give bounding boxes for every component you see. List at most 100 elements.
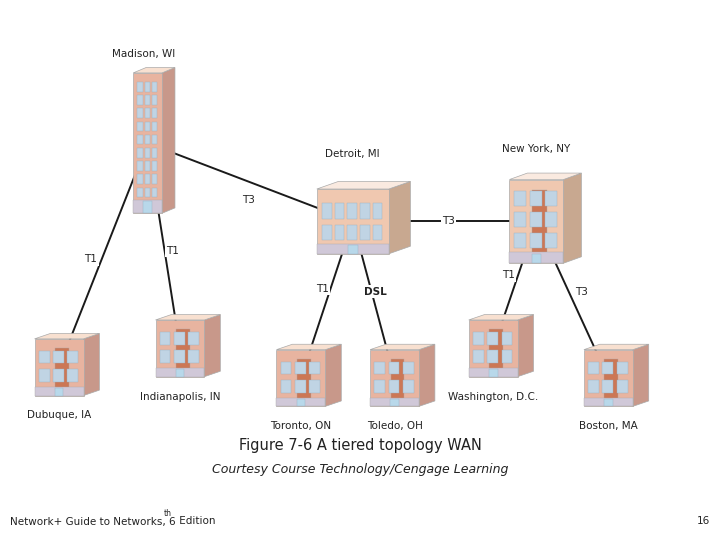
Bar (374, 380, 385, 393)
Bar (276, 397, 325, 406)
Text: Network+ Guide to Networks, 6: Network+ Guide to Networks, 6 (10, 516, 176, 526)
Bar (530, 191, 541, 206)
Bar (360, 203, 370, 219)
Bar (546, 191, 557, 206)
Bar (297, 359, 311, 403)
Text: Indianapolis, IN: Indianapolis, IN (140, 392, 220, 402)
Polygon shape (325, 345, 341, 406)
Bar (138, 122, 143, 131)
Polygon shape (35, 333, 99, 339)
Polygon shape (370, 345, 435, 350)
Bar (138, 109, 143, 118)
Bar (510, 179, 563, 263)
Bar (145, 82, 150, 91)
Bar (584, 350, 633, 406)
Polygon shape (633, 345, 649, 406)
Polygon shape (419, 345, 435, 406)
Text: T3: T3 (442, 217, 455, 226)
Bar (68, 351, 78, 363)
Bar (490, 329, 503, 373)
Polygon shape (563, 173, 582, 263)
Bar (152, 174, 158, 184)
Bar (152, 95, 158, 105)
Text: Figure 7-6 A tiered topology WAN: Figure 7-6 A tiered topology WAN (238, 438, 482, 453)
Bar (133, 200, 162, 213)
Bar (473, 332, 484, 345)
Bar (502, 350, 513, 363)
Bar (391, 359, 405, 403)
Polygon shape (469, 314, 534, 320)
Bar (138, 135, 143, 144)
Bar (374, 362, 385, 374)
Bar (617, 362, 628, 374)
Bar (322, 203, 332, 219)
Bar (133, 73, 162, 213)
Bar (604, 399, 613, 406)
Bar (189, 332, 199, 345)
Bar (152, 109, 158, 118)
Bar (156, 368, 204, 377)
Bar (317, 189, 389, 254)
Bar (469, 368, 518, 377)
Bar (138, 95, 143, 105)
Bar (373, 203, 382, 219)
Bar (145, 109, 150, 118)
Bar (174, 350, 185, 363)
Bar (281, 362, 292, 374)
Bar (532, 191, 547, 259)
Bar (502, 332, 513, 345)
Text: T1: T1 (316, 284, 329, 294)
Bar (39, 351, 50, 363)
Bar (295, 362, 306, 374)
Bar (617, 380, 628, 393)
Bar (281, 380, 292, 393)
Bar (176, 369, 184, 377)
Polygon shape (204, 314, 220, 377)
Bar (145, 122, 150, 131)
Bar (189, 350, 199, 363)
Text: Detroit, MI: Detroit, MI (325, 149, 380, 159)
Text: T1: T1 (84, 254, 97, 264)
Bar (588, 380, 599, 393)
Bar (348, 245, 358, 254)
Bar (487, 332, 498, 345)
Text: New York, NY: New York, NY (503, 144, 570, 154)
Bar (297, 399, 305, 406)
Text: Boston, MA: Boston, MA (579, 421, 638, 431)
Text: Dubuque, IA: Dubuque, IA (27, 410, 91, 421)
Bar (152, 82, 158, 91)
Bar (335, 203, 344, 219)
Bar (603, 380, 613, 393)
Text: DSL: DSL (364, 287, 387, 296)
Bar (160, 350, 171, 363)
Bar (152, 148, 158, 158)
Bar (389, 362, 400, 374)
Bar (473, 350, 484, 363)
Text: Edition: Edition (176, 516, 216, 526)
Bar (348, 225, 357, 240)
Bar (156, 320, 204, 377)
Bar (403, 362, 414, 374)
Bar (335, 225, 344, 240)
Bar (389, 380, 400, 393)
Bar (310, 380, 320, 393)
Bar (360, 225, 370, 240)
Bar (605, 359, 618, 403)
Bar (152, 187, 158, 197)
Bar (145, 174, 150, 184)
Polygon shape (156, 314, 220, 320)
Bar (370, 397, 419, 406)
Text: Washington, D.C.: Washington, D.C. (448, 392, 539, 402)
Bar (174, 332, 185, 345)
Text: T3: T3 (242, 195, 255, 205)
Text: T1: T1 (166, 246, 179, 256)
Bar (530, 212, 541, 227)
Text: Madison, WI: Madison, WI (112, 49, 176, 59)
Polygon shape (510, 173, 582, 179)
Bar (530, 233, 541, 248)
Text: Toronto, ON: Toronto, ON (271, 421, 331, 431)
Bar (373, 225, 382, 240)
Bar (370, 350, 419, 406)
Bar (143, 201, 152, 213)
Bar (138, 148, 143, 158)
